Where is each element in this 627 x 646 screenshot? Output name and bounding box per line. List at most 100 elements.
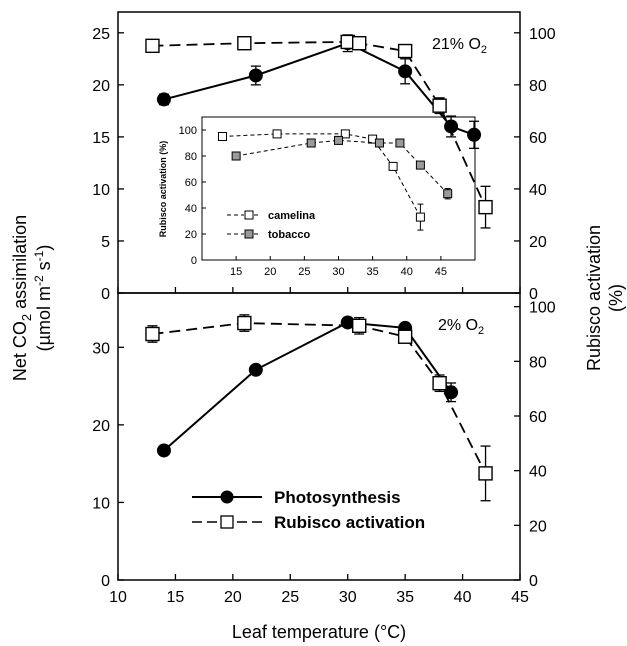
right-ytick-label: 20 [529,518,547,535]
photosynthesis-point [444,385,459,400]
rubisco-point [397,43,413,59]
rubisco-point [145,38,160,54]
legend-photosynthesis-label: Photosynthesis [274,488,401,507]
rubisco-point [352,318,367,333]
inset-ytick-label: 20 [185,229,197,241]
inset-tobacco-point [374,138,384,148]
inset-xtick-label: 40 [401,266,413,278]
photosynthesis-point [398,64,413,79]
inset-xtick-label: 15 [230,266,242,278]
right-ytick-label: 0 [529,573,538,590]
left-ytick-label: 20 [92,418,110,435]
right-axis-label-line1: Rubisco activation [584,225,604,371]
rubisco-point [478,199,493,215]
inset-tobacco-point [395,138,405,148]
right-ytick-label: 0 [529,286,538,303]
left-axis-title: Net CO2 assimilation (µmol m-2 s-1) [10,215,54,381]
inset-legend-camelina-marker [244,210,254,220]
inset-chart: Rubisco activation (%) camelina tobacco [158,116,476,261]
photosynthesis-point [156,443,171,458]
inset-legend-tobacco-marker [244,229,254,239]
legend-photosynthesis-marker [220,490,234,504]
legend-rubisco-marker [220,515,234,529]
photosynthesis-point [156,92,171,107]
inset-xtick-label: 35 [367,266,379,278]
inset-camelina-point [272,129,282,139]
inset-camelina-point [340,129,350,139]
right-ytick-label: 20 [529,234,547,251]
right-axis-title: Rubisco activation (%) [584,225,626,371]
right-ytick-label: 80 [529,354,547,371]
right-axis-label-line2: (%) [606,284,626,312]
inset-xtick-label: 30 [332,266,344,278]
inset-ytick-label: 80 [185,151,197,163]
inset-camelina-line [222,133,421,218]
inset-ytick-label: 40 [185,203,197,215]
rubisco-point [352,36,367,51]
inset-xtick-label: 20 [264,266,276,278]
left-ytick-label: 30 [92,340,110,357]
bottom-panel-frame [117,292,521,581]
inset-tobacco-point [415,160,425,170]
inset-ytick-label: 60 [185,177,197,189]
rubisco-point [432,98,447,113]
rubisco-point [237,36,252,51]
inset-camelina-point [388,161,398,171]
inset-marks: 0 20 40 60 80 100 15 20 25 30 35 40 45 [179,125,453,278]
left-ytick-label: 0 [101,573,110,590]
xtick-label: 10 [109,589,127,606]
left-ytick-label: 0 [101,286,110,303]
left-ytick-label: 10 [92,182,110,199]
inset-camelina-point [217,132,227,141]
xtick-label: 30 [339,589,357,606]
legend-rubisco-label: Rubisco activation [274,513,425,532]
inset-tobacco-point [231,151,241,161]
rubisco-point [432,376,447,391]
left-axis-label-line2: (µmol m-2 s-1) [32,245,54,352]
right-ytick-label: 100 [529,300,556,317]
inset-tobacco-point [334,135,343,145]
left-axis-label-line1: Net CO2 assimilation [10,215,34,381]
inset-ytick-label: 0 [191,255,197,267]
panel-top-marks: 0 5 10 15 20 25 0 20 40 60 80 100 [92,26,556,303]
photosynthesis-line [163,42,475,136]
photosynthesis-point [248,68,263,83]
inset-legend-camelina-label: camelina [268,210,316,222]
left-ytick-label: 5 [101,234,110,251]
legend: Photosynthesis Rubisco activation [192,488,425,532]
xtick-label: 20 [224,589,242,606]
inset-camelina-point [415,212,425,222]
inset-xtick-label: 45 [435,266,447,278]
rubisco-point [397,329,413,344]
left-ytick-label: 15 [92,130,110,147]
right-ytick-label: 40 [529,182,547,199]
bottom-panel: 2% O2 [117,292,521,581]
x-axis-label: Leaf temperature (°C) [232,622,406,642]
rubisco-point [478,466,493,481]
photosynthesis-point [467,127,482,142]
inset-tobacco-point [306,138,316,148]
rubisco-point [237,315,252,331]
right-ytick-label: 60 [529,130,547,147]
rubisco-point [145,326,160,342]
xtick-label: 25 [281,589,299,606]
xtick-label: 45 [511,589,529,606]
right-ytick-label: 60 [529,409,547,426]
right-ytick-label: 80 [529,78,547,95]
xtick-label: 35 [396,589,414,606]
rubisco-line [152,322,487,474]
left-ytick-label: 25 [92,26,110,43]
bottom-annotation: 2% O2 [438,317,484,337]
xtick-label: 15 [167,589,185,606]
left-ytick-label: 20 [92,78,110,95]
inset-xtick-label: 25 [298,266,310,278]
photosynthesis-point [444,119,459,134]
inset-legend-tobacco-label: tobacco [268,229,310,241]
inset-ylabel: Rubisco activation (%) [158,141,168,238]
inset-legend: camelina tobacco [227,210,316,241]
right-ytick-label: 40 [529,464,547,481]
top-annotation: 21% O2 [432,36,487,56]
